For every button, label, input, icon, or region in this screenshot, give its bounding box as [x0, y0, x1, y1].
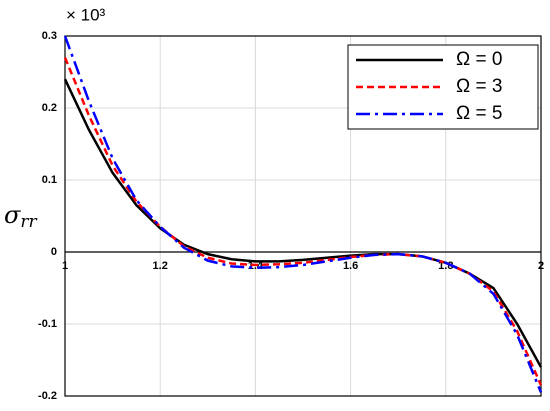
y-tick-label: 0.1 — [42, 174, 57, 186]
y-label-sub: rr — [20, 212, 37, 232]
legend-label: Ω = 3 — [456, 76, 502, 97]
y-tick-label: 0 — [51, 246, 57, 258]
y-axis-label: σrr — [4, 201, 38, 232]
y-tick-label: -0.1 — [38, 318, 57, 330]
line-series — [63, 35, 543, 393]
plot-frame — [64, 35, 542, 397]
y-tick-label: -0.2 — [38, 390, 57, 402]
x-tick-label: 1.6 — [343, 260, 358, 272]
line-series — [63, 57, 543, 386]
y-label-main: σ — [4, 201, 21, 229]
y-tick-label: 0.2 — [42, 102, 57, 114]
legend-label: Ω = 5 — [456, 103, 502, 124]
y-multiplier: × 10³ — [66, 5, 106, 24]
x-tick-label: 1.2 — [153, 260, 168, 272]
y-tick-label: 0.3 — [42, 30, 57, 42]
legend-label: Ω = 0 — [456, 49, 502, 70]
